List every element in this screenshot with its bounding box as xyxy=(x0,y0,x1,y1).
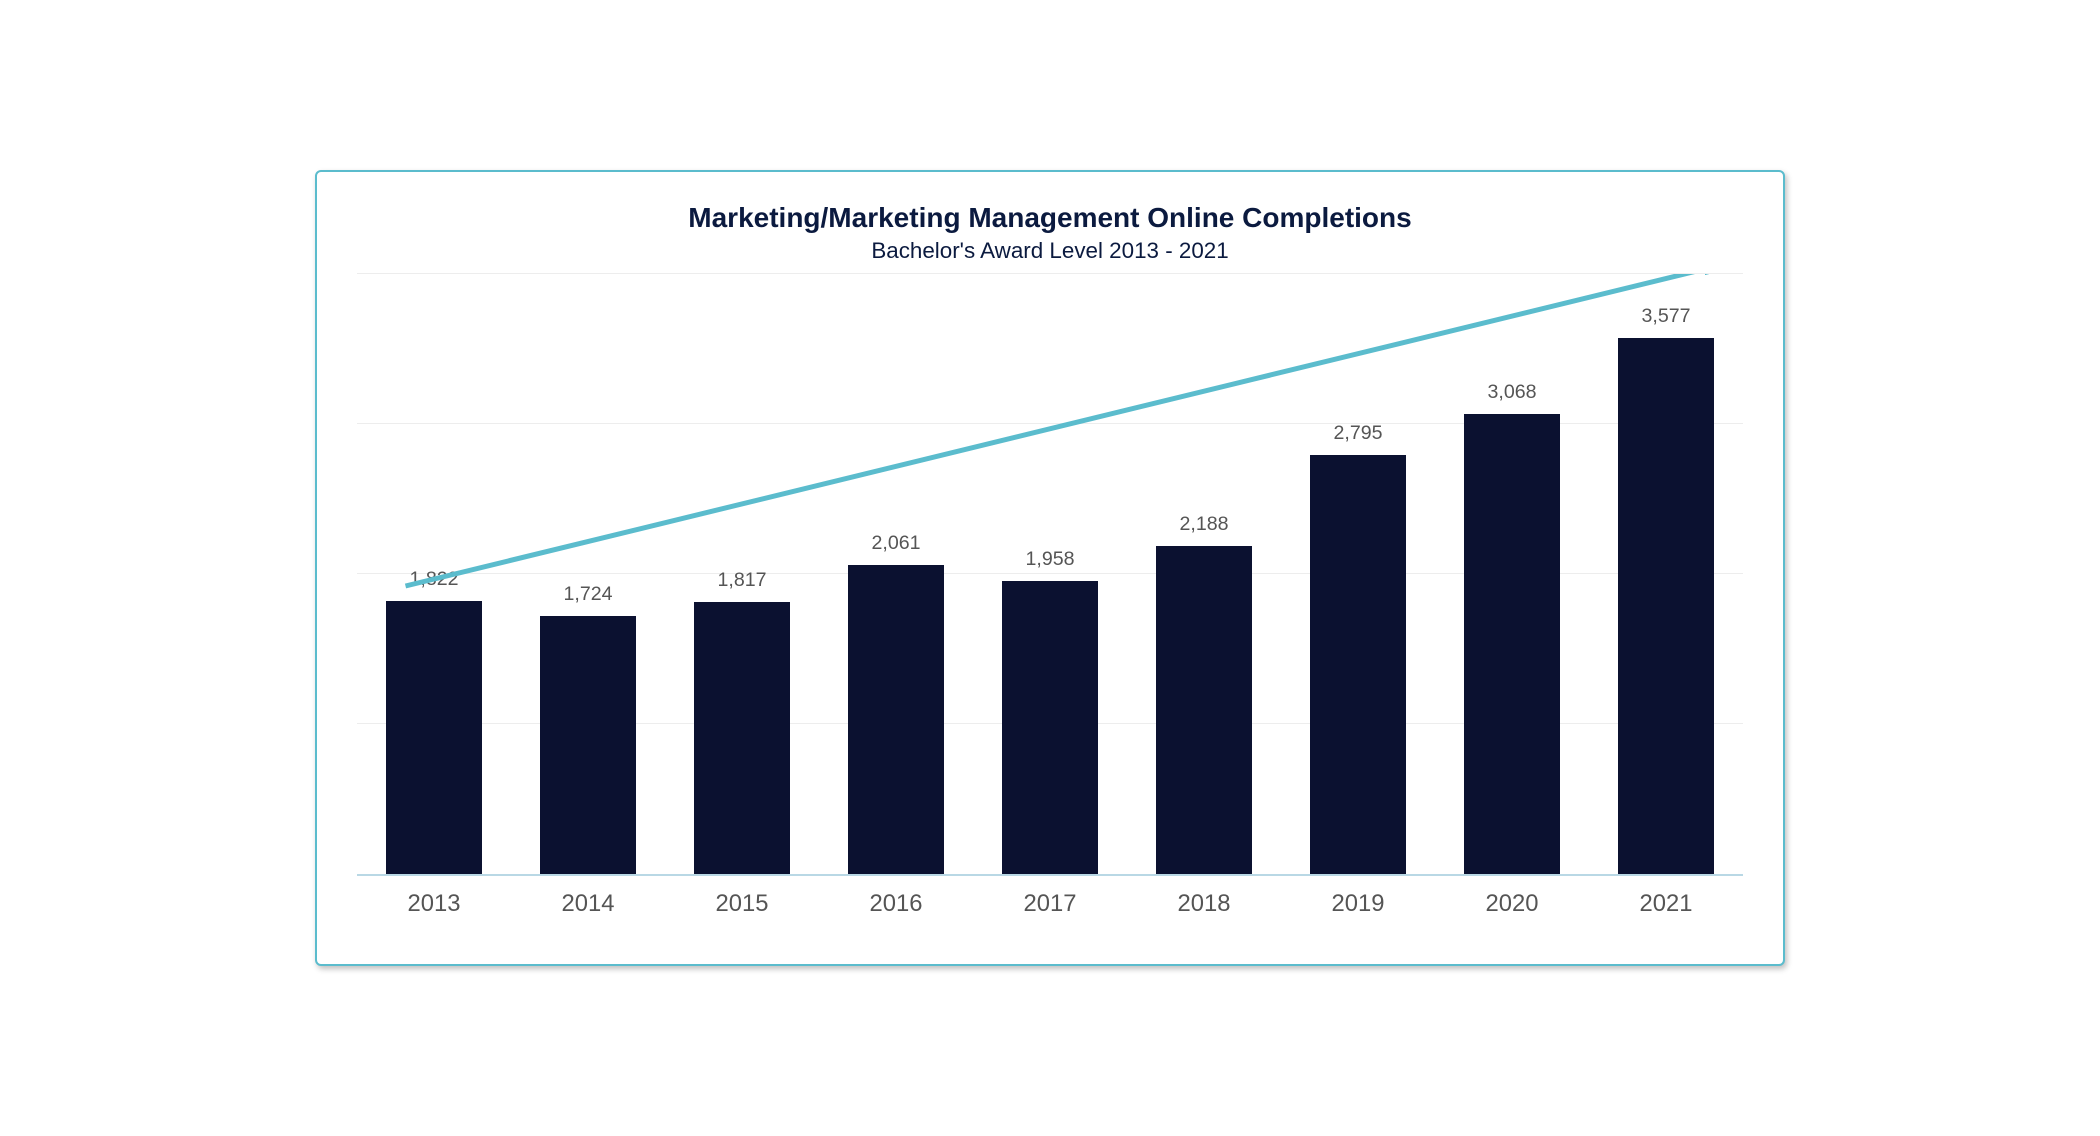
x-tick-label: 2018 xyxy=(1127,890,1281,918)
bar-slot: 2,061 xyxy=(819,274,973,874)
bar: 3,577 xyxy=(1618,338,1713,875)
bar-slot: 3,577 xyxy=(1589,274,1743,874)
x-tick-label: 2016 xyxy=(819,890,973,918)
bar-value-label: 3,068 xyxy=(1487,381,1536,404)
bar-value-label: 2,188 xyxy=(1179,513,1228,536)
bar-value-label: 1,822 xyxy=(409,568,458,591)
plot-wrap: 1,822 1,724 1,817 2,061 1,958 2,188 2,795 3,068… xyxy=(357,274,1743,918)
x-tick-label: 2020 xyxy=(1435,890,1589,918)
chart-subtitle: Bachelor's Award Level 2013 - 2021 xyxy=(357,238,1743,264)
bar-value-label: 2,061 xyxy=(871,532,920,555)
x-tick-label: 2014 xyxy=(511,890,665,918)
bar: 3,068 xyxy=(1464,414,1559,874)
bar: 2,795 xyxy=(1310,455,1405,874)
x-tick-label: 2019 xyxy=(1281,890,1435,918)
bar: 1,958 xyxy=(1002,581,1097,875)
bars-row: 1,822 1,724 1,817 2,061 1,958 2,188 2,795 3,068… xyxy=(357,274,1743,874)
x-tick-label: 2017 xyxy=(973,890,1127,918)
x-tick-label: 2021 xyxy=(1589,890,1743,918)
bar-value-label: 1,817 xyxy=(717,569,766,592)
bar: 1,724 xyxy=(540,616,635,875)
bar-slot: 2,795 xyxy=(1281,274,1435,874)
bar-value-label: 1,958 xyxy=(1025,548,1074,571)
chart-title: Marketing/Marketing Management Online Co… xyxy=(357,202,1743,234)
plot-area: 1,822 1,724 1,817 2,061 1,958 2,188 2,795 3,068… xyxy=(357,274,1743,876)
chart-titles: Marketing/Marketing Management Online Co… xyxy=(357,202,1743,264)
bar-slot: 3,068 xyxy=(1435,274,1589,874)
bar: 1,822 xyxy=(386,601,481,874)
bar: 2,188 xyxy=(1156,546,1251,874)
bar-slot: 1,817 xyxy=(665,274,819,874)
bar-slot: 1,724 xyxy=(511,274,665,874)
bar-slot: 1,822 xyxy=(357,274,511,874)
bar-value-label: 1,724 xyxy=(563,583,612,606)
bar-slot: 2,188 xyxy=(1127,274,1281,874)
bar-value-label: 2,795 xyxy=(1333,422,1382,445)
x-tick-label: 2015 xyxy=(665,890,819,918)
bar: 2,061 xyxy=(848,565,943,874)
bar: 1,817 xyxy=(694,602,789,875)
x-axis: 201320142015201620172018201920202021 xyxy=(357,890,1743,918)
bar-slot: 1,958 xyxy=(973,274,1127,874)
chart-frame: Marketing/Marketing Management Online Co… xyxy=(315,170,1785,965)
bar-value-label: 3,577 xyxy=(1641,305,1690,328)
x-tick-label: 2013 xyxy=(357,890,511,918)
